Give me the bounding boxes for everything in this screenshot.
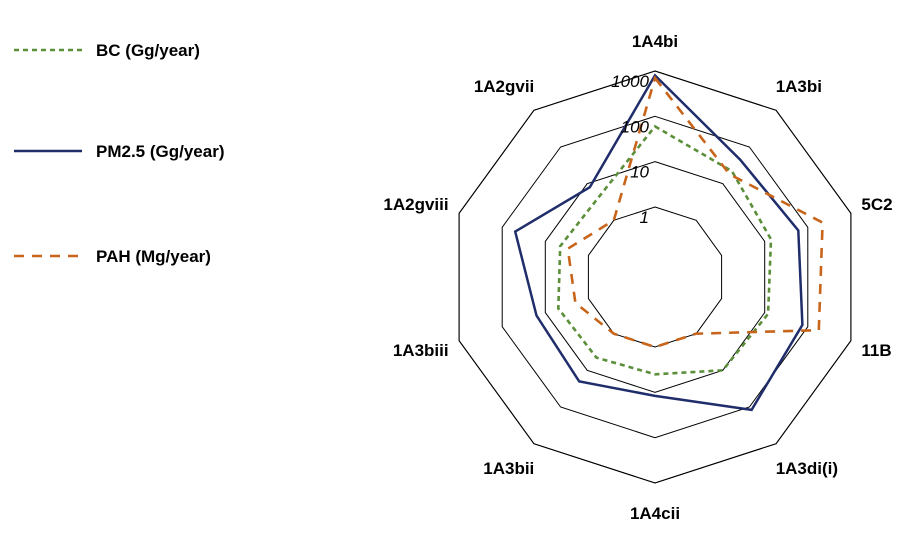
legend-label: BC (Gg/year) [96,41,200,60]
legend: BC (Gg/year) PM2.5 (Gg/year) PAH (Mg/year) [14,41,225,266]
grid-ring [587,206,723,348]
category-label: 1A2gvii [474,77,534,96]
radar-series [513,73,824,412]
category-label: 1A3di(i) [776,459,838,478]
tick-label: 1000 [611,72,649,91]
series-0-line [556,124,773,376]
category-labels: 1A4bi 1A3bi 5C2 11B 1A3di(i) 1A4cii 1A3bii 1A3b… [383,32,892,523]
radar-grid [458,70,852,484]
grid-ring [458,70,852,484]
tick-label: 10 [630,163,649,182]
legend-label: PAH (Mg/year) [96,247,211,266]
tick-label: 1 [640,208,649,227]
category-label: 1A3biii [393,341,449,360]
grid-ring [544,161,766,393]
legend-label: PM2.5 (Gg/year) [96,142,225,161]
tick-label: 100 [621,117,650,136]
category-label: 1A3bii [483,459,534,478]
category-label: 5C2 [861,195,892,214]
category-label: 1A4cii [630,504,680,523]
category-label: 11B [861,341,891,360]
category-label: 1A4bi [632,32,678,51]
grid-ring [501,115,809,439]
category-label: 1A2gviii [383,195,448,214]
series-1-line [513,73,804,412]
category-label: 1A3bi [776,77,822,96]
radial-tick-labels: 1 10 100 1000 [611,72,649,227]
